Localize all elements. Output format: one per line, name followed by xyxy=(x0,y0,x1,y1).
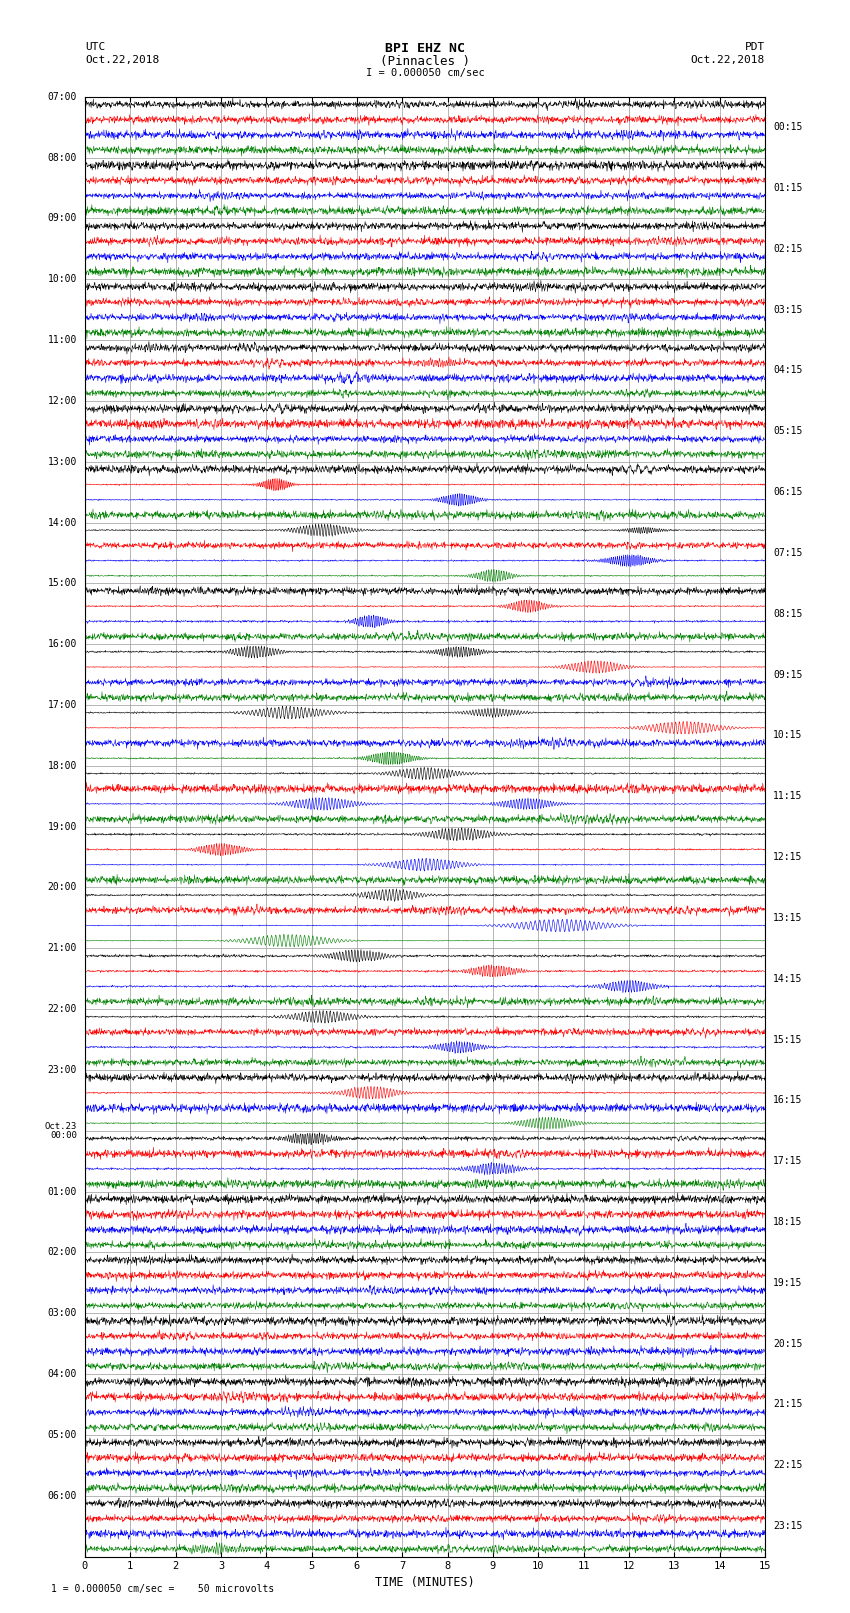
Text: 1 = 0.000050 cm/sec =    50 microvolts: 1 = 0.000050 cm/sec = 50 microvolts xyxy=(51,1584,275,1594)
Text: 22:00: 22:00 xyxy=(48,1005,76,1015)
Text: 00:00: 00:00 xyxy=(50,1131,76,1140)
Text: 13:00: 13:00 xyxy=(48,456,76,466)
Text: 06:15: 06:15 xyxy=(774,487,802,497)
Text: 04:00: 04:00 xyxy=(48,1369,76,1379)
Text: 07:00: 07:00 xyxy=(48,92,76,102)
Text: 05:00: 05:00 xyxy=(48,1429,76,1440)
Text: 15:15: 15:15 xyxy=(774,1034,802,1045)
Text: 21:00: 21:00 xyxy=(48,944,76,953)
Text: 08:15: 08:15 xyxy=(774,608,802,619)
Text: 03:00: 03:00 xyxy=(48,1308,76,1318)
Text: 02:00: 02:00 xyxy=(48,1247,76,1258)
Text: 12:15: 12:15 xyxy=(774,852,802,861)
Text: 14:00: 14:00 xyxy=(48,518,76,527)
Text: 22:15: 22:15 xyxy=(774,1460,802,1471)
Text: 09:00: 09:00 xyxy=(48,213,76,224)
Text: 18:15: 18:15 xyxy=(774,1218,802,1227)
Text: 05:15: 05:15 xyxy=(774,426,802,436)
Text: 20:15: 20:15 xyxy=(774,1339,802,1348)
Text: 10:00: 10:00 xyxy=(48,274,76,284)
Text: 11:15: 11:15 xyxy=(774,792,802,802)
Text: Oct.22,2018: Oct.22,2018 xyxy=(691,55,765,65)
Text: 18:00: 18:00 xyxy=(48,761,76,771)
Text: I = 0.000050 cm/sec: I = 0.000050 cm/sec xyxy=(366,68,484,77)
Text: 07:15: 07:15 xyxy=(774,548,802,558)
Text: 23:00: 23:00 xyxy=(48,1065,76,1074)
Text: 12:00: 12:00 xyxy=(48,395,76,406)
Text: 01:00: 01:00 xyxy=(48,1187,76,1197)
Text: 13:15: 13:15 xyxy=(774,913,802,923)
Text: 06:00: 06:00 xyxy=(48,1490,76,1500)
Text: BPI EHZ NC: BPI EHZ NC xyxy=(385,42,465,55)
Text: 17:15: 17:15 xyxy=(774,1157,802,1166)
Text: 14:15: 14:15 xyxy=(774,974,802,984)
Text: 10:15: 10:15 xyxy=(774,731,802,740)
Text: 01:15: 01:15 xyxy=(774,182,802,194)
Text: UTC: UTC xyxy=(85,42,105,52)
Text: 09:15: 09:15 xyxy=(774,669,802,679)
Text: Oct.22,2018: Oct.22,2018 xyxy=(85,55,159,65)
Text: Oct.23: Oct.23 xyxy=(44,1121,76,1131)
Text: (Pinnacles ): (Pinnacles ) xyxy=(380,55,470,68)
Text: 21:15: 21:15 xyxy=(774,1400,802,1410)
Text: 00:15: 00:15 xyxy=(774,123,802,132)
Text: 17:00: 17:00 xyxy=(48,700,76,710)
Text: 19:15: 19:15 xyxy=(774,1277,802,1287)
Text: 03:15: 03:15 xyxy=(774,305,802,315)
Text: 08:00: 08:00 xyxy=(48,153,76,163)
Text: 04:15: 04:15 xyxy=(774,366,802,376)
Text: 20:00: 20:00 xyxy=(48,882,76,892)
Text: 11:00: 11:00 xyxy=(48,336,76,345)
X-axis label: TIME (MINUTES): TIME (MINUTES) xyxy=(375,1576,475,1589)
Text: 15:00: 15:00 xyxy=(48,579,76,589)
Text: 16:00: 16:00 xyxy=(48,639,76,648)
Text: 02:15: 02:15 xyxy=(774,244,802,253)
Text: 19:00: 19:00 xyxy=(48,821,76,832)
Text: 16:15: 16:15 xyxy=(774,1095,802,1105)
Text: PDT: PDT xyxy=(745,42,765,52)
Text: 23:15: 23:15 xyxy=(774,1521,802,1531)
